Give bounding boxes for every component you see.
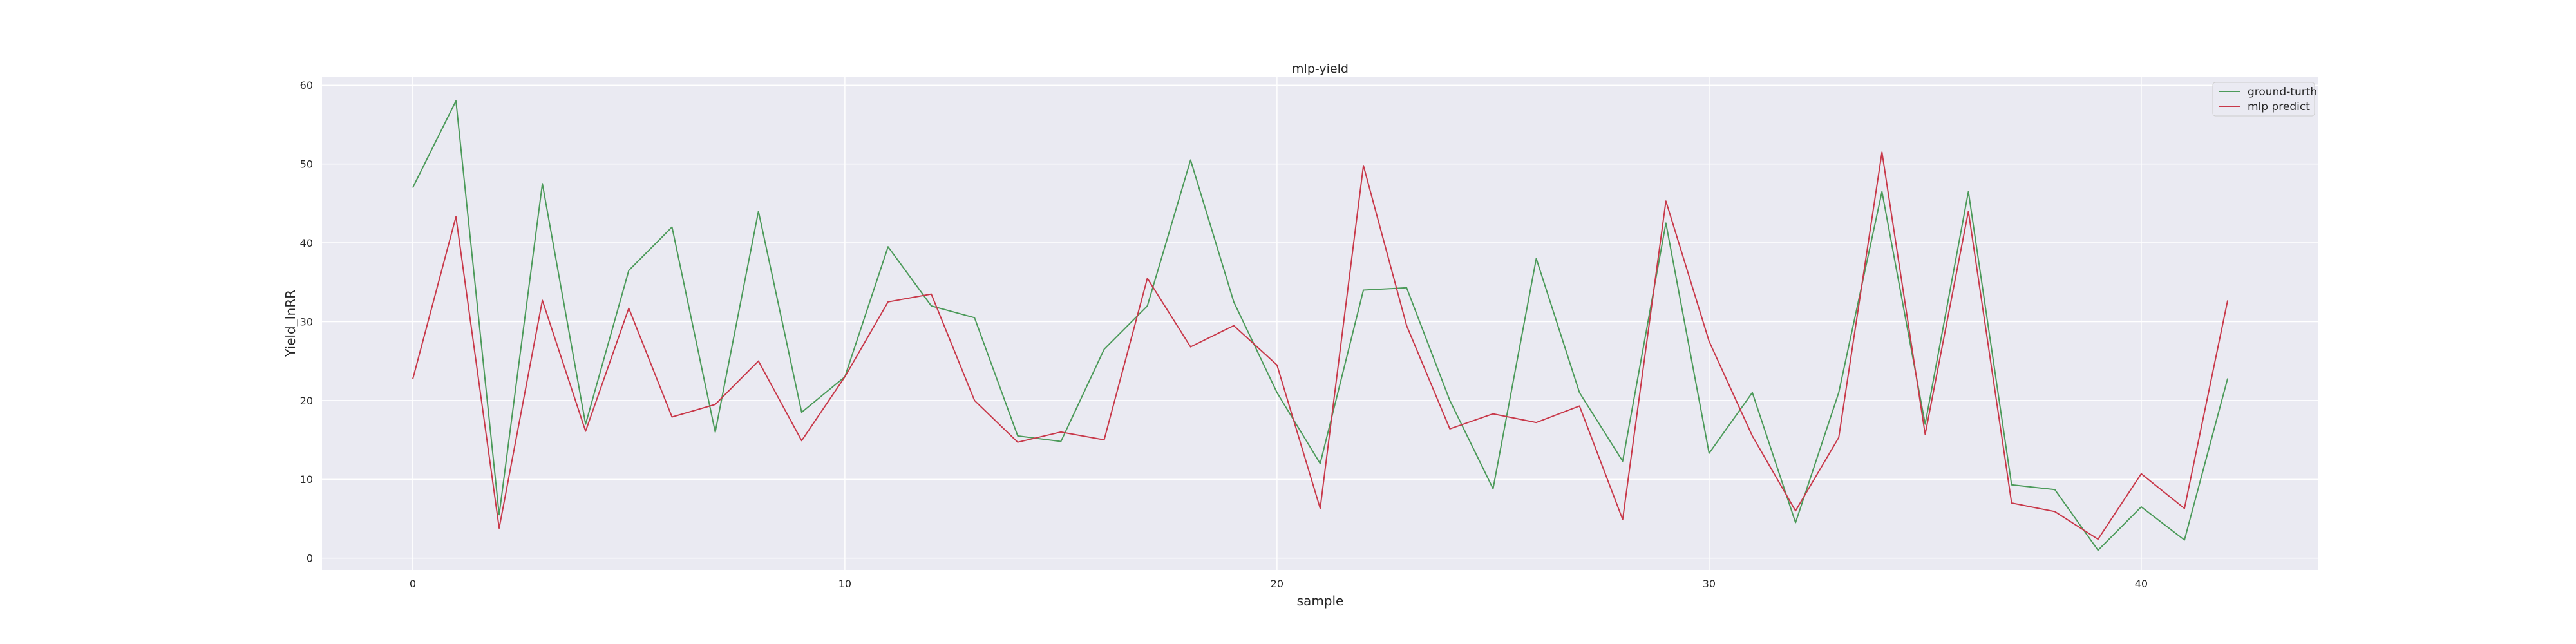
series-line-mlp-predict — [412, 151, 2229, 540]
series-layer — [412, 100, 2229, 551]
chart-title: mlp-yield — [1292, 62, 1349, 76]
y-tick-label: 50 — [300, 158, 313, 171]
legend-label-ground-turth: ground-turth — [2248, 86, 2317, 99]
x-tick-label: 0 — [410, 578, 416, 590]
series-line-ground-turth — [412, 100, 2229, 551]
x-tick-label: 40 — [2135, 578, 2148, 590]
legend: ground-turth mlp predict — [2212, 82, 2317, 117]
y-tick-label: 60 — [300, 79, 313, 91]
y-tick-label: 30 — [300, 316, 313, 328]
y-tick-label: 10 — [300, 473, 313, 486]
y-tick-label: 20 — [300, 395, 313, 407]
x-tick-label: 20 — [1271, 578, 1283, 590]
plot-area — [322, 77, 2318, 570]
tick-labels: 0 10 20 30 40 50 60 0 10 20 30 40 — [300, 79, 2148, 590]
y-axis-label: Yield_InRR — [283, 290, 298, 357]
legend-label-mlp-predict: mlp predict — [2248, 100, 2310, 113]
x-axis-label: sample — [1297, 593, 1344, 609]
grid — [322, 77, 2318, 570]
y-tick-label: 0 — [307, 553, 313, 565]
x-tick-label: 30 — [1703, 578, 1716, 590]
y-tick-label: 40 — [300, 237, 313, 249]
x-tick-label: 10 — [838, 578, 851, 590]
